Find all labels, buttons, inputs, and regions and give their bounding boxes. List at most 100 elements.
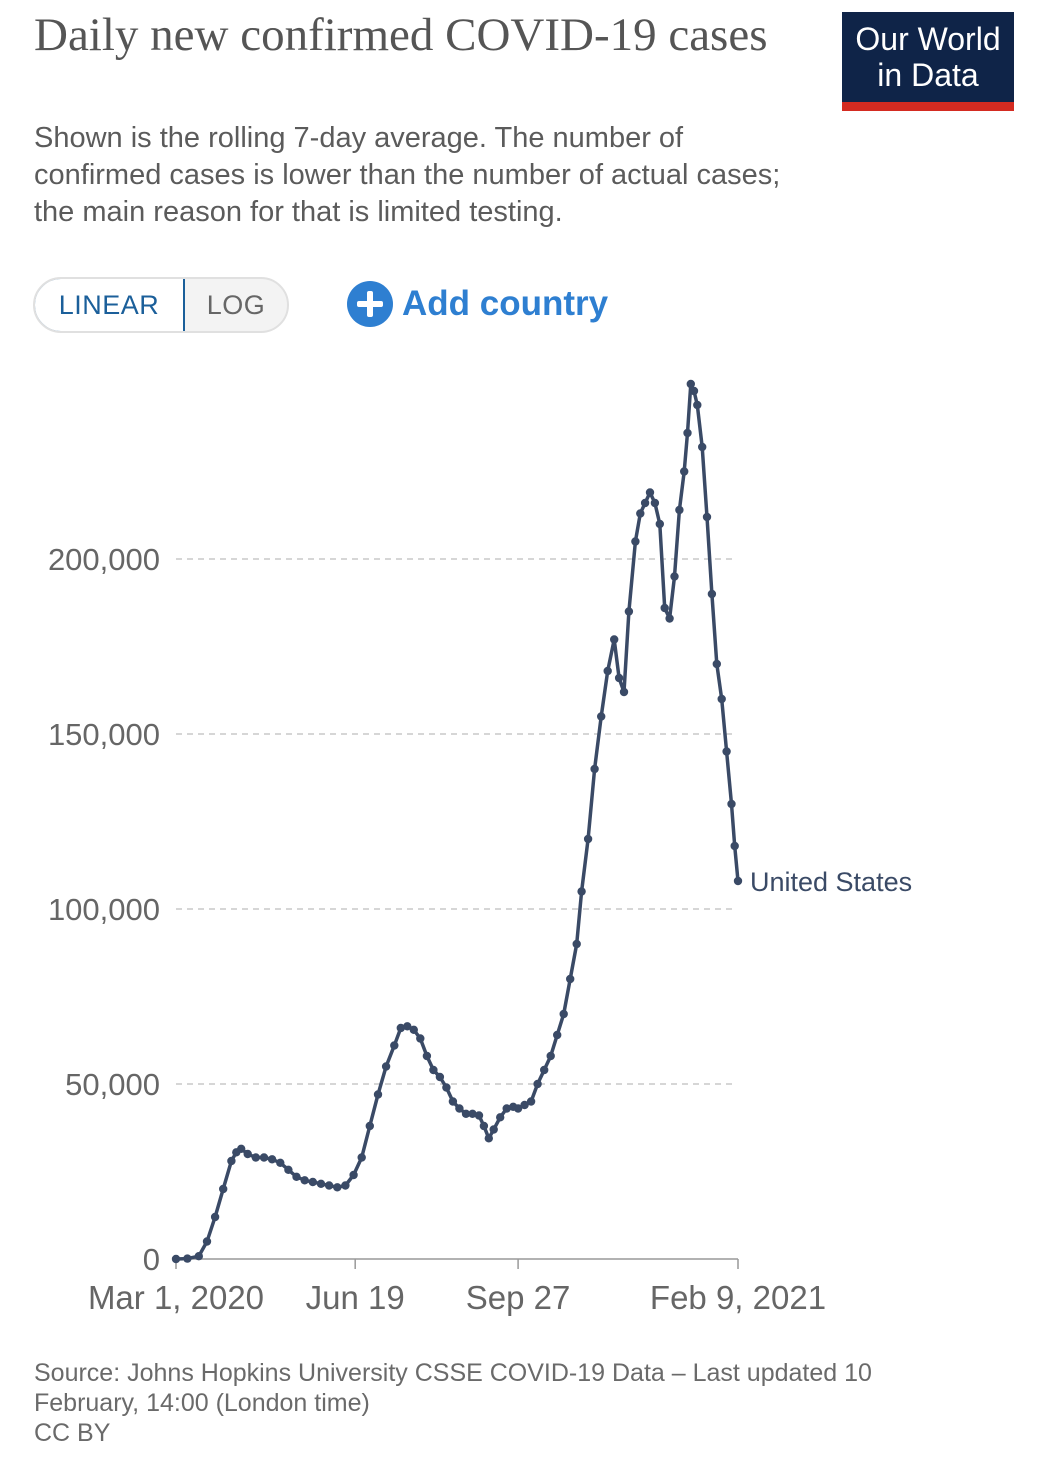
data-point: [526, 1097, 536, 1106]
series-end-label: United States: [750, 867, 912, 897]
add-country-button[interactable]: Add country: [347, 280, 608, 328]
data-point: [403, 1022, 412, 1031]
data-point: [645, 488, 655, 497]
data-point: [655, 519, 664, 529]
data-point: [442, 1083, 451, 1092]
data-point: [409, 1025, 418, 1034]
data-point: [390, 1041, 399, 1050]
license-label[interactable]: CC BY: [34, 1419, 111, 1447]
source-note: Source: Johns Hopkins University CSSE CO…: [34, 1358, 964, 1448]
data-point: [194, 1252, 203, 1261]
data-point: [610, 635, 619, 644]
y-tick-label: 150,000: [48, 717, 160, 752]
log-scale-button[interactable]: LOG: [206, 289, 266, 320]
data-point: [546, 1051, 555, 1061]
data-point: [237, 1144, 246, 1153]
data-point: [479, 1121, 489, 1131]
data-point: [461, 1109, 471, 1118]
data-point: [422, 1051, 432, 1061]
data-point: [590, 764, 599, 774]
data-point: [357, 1153, 366, 1162]
data-point: [259, 1153, 269, 1162]
data-point: [603, 666, 612, 676]
data-point: [597, 712, 606, 721]
data-point: [683, 428, 692, 438]
data-point: [559, 1009, 568, 1019]
data-point: [636, 509, 645, 518]
y-tick-label: 200,000: [48, 542, 160, 577]
data-point: [693, 400, 702, 410]
data-point: [267, 1155, 277, 1164]
data-point: [484, 1134, 493, 1143]
data-point: [722, 747, 731, 756]
x-tick-label: Jun 19: [306, 1279, 405, 1316]
data-point: [468, 1109, 477, 1118]
data-point: [670, 572, 679, 581]
data-point: [435, 1072, 445, 1082]
data-point: [455, 1104, 464, 1113]
data-point: [373, 1090, 383, 1099]
logo-line-1: Our World: [855, 21, 1001, 57]
data-point: [183, 1254, 192, 1263]
data-point: [583, 834, 593, 844]
data-point: [202, 1237, 212, 1246]
data-point: [533, 1079, 542, 1089]
data-point: [614, 673, 624, 683]
data-point: [619, 687, 629, 697]
add-country-label: Add country: [402, 284, 609, 323]
data-point: [210, 1212, 220, 1222]
data-point: [489, 1125, 498, 1134]
data-point: [448, 1097, 458, 1106]
data-point: [513, 1104, 523, 1113]
data-point: [640, 498, 650, 508]
data-point: [680, 467, 689, 476]
data-point: [219, 1184, 228, 1194]
data-point: [702, 512, 712, 522]
linear-scale-button[interactable]: LINEAR: [35, 279, 185, 331]
data-point: [349, 1170, 358, 1180]
source-line-1: Source: Johns Hopkins University CSSE CO…: [34, 1359, 872, 1387]
data-point: [698, 442, 707, 452]
data-point: [243, 1149, 252, 1159]
data-point: [316, 1179, 326, 1188]
source-line-2: February, 14:00 (London time): [34, 1389, 370, 1417]
data-point: [717, 694, 726, 704]
data-point: [324, 1181, 334, 1190]
data-point: [381, 1062, 391, 1071]
chart-subtitle: Shown is the rolling 7-day average. The …: [34, 122, 781, 228]
data-point: [660, 603, 669, 613]
data-point: [707, 589, 717, 599]
data-point: [675, 505, 684, 515]
line-chart: 0 50,000 100,000 150,000 200,000 Mar 1, 2020 J…: [48, 379, 912, 1316]
data-point: [251, 1153, 260, 1162]
data-point: [577, 887, 586, 896]
data-point: [686, 379, 695, 389]
data-point: [502, 1104, 511, 1113]
data-point: [689, 386, 699, 396]
data-point: [308, 1177, 317, 1187]
data-point: [496, 1113, 505, 1122]
owid-logo[interactable]: Our World in Data: [842, 12, 1014, 111]
y-tick-label: 50,000: [65, 1067, 160, 1102]
x-tick-label: Feb 9, 2021: [650, 1279, 826, 1316]
data-point: [365, 1121, 374, 1131]
y-tick-label: 0: [143, 1242, 160, 1277]
data-point: [733, 876, 743, 886]
data-point: [665, 614, 674, 623]
data-point: [227, 1156, 236, 1166]
data-point: [631, 537, 640, 546]
data-point: [624, 607, 634, 616]
page-title: Daily new confirmed COVID-19 cases: [34, 9, 768, 61]
data-point: [650, 498, 660, 508]
plus-circle-icon: [347, 281, 393, 327]
data-point: [333, 1183, 342, 1192]
y-tick-label: 100,000: [48, 892, 160, 927]
logo-line-2: in Data: [877, 57, 979, 93]
data-point: [572, 939, 581, 949]
scale-toggle: LINEAR LOG: [33, 277, 289, 333]
data-point: [566, 974, 575, 984]
x-tick-label: Mar 1, 2020: [88, 1279, 264, 1316]
data-point: [474, 1111, 484, 1120]
data-point: [730, 841, 739, 851]
data-point: [712, 659, 721, 669]
